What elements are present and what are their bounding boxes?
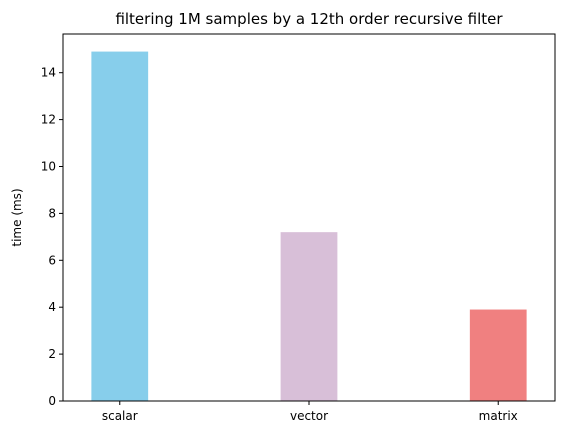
plot-frame: [62, 33, 556, 402]
x-tick-label-vector: vector: [290, 409, 328, 423]
bars-group: [91, 51, 527, 401]
y-tick-label: 10: [41, 159, 56, 173]
y-tick-label: 6: [48, 253, 56, 267]
x-axis-ticks: scalar vector matrix: [102, 401, 518, 423]
x-tick-label-scalar: scalar: [102, 409, 138, 423]
y-tick-label: 12: [41, 113, 56, 127]
y-tick-label: 8: [48, 206, 56, 220]
bar-vector: [280, 232, 338, 401]
y-axis-label: time (ms): [10, 188, 24, 246]
x-tick-label-matrix: matrix: [479, 409, 518, 423]
y-tick-label: 4: [48, 300, 56, 314]
y-tick-label: 0: [48, 394, 56, 408]
y-tick-label: 2: [48, 347, 56, 361]
y-axis-ticks: 0 2 4 6 8 10 12 14: [41, 66, 63, 408]
y-tick-label: 14: [41, 66, 56, 80]
chart-title: filtering 1M samples by a 12th order rec…: [115, 10, 503, 28]
bar-scalar: [91, 51, 149, 401]
bar-matrix: [469, 309, 527, 401]
